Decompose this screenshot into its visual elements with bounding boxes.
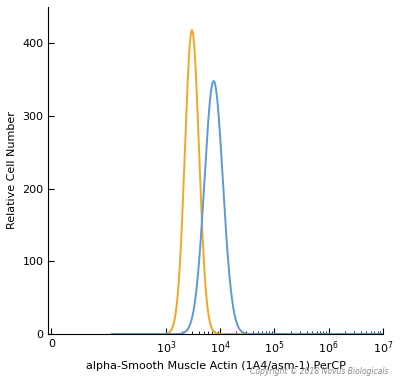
- Y-axis label: Relative Cell Number: Relative Cell Number: [7, 112, 17, 229]
- Text: Copyright © 2018 Novus Biologicals: Copyright © 2018 Novus Biologicals: [250, 367, 388, 376]
- X-axis label: alpha-Smooth Muscle Actin (1A4/asm-1) PerCP: alpha-Smooth Muscle Actin (1A4/asm-1) Pe…: [86, 361, 346, 371]
